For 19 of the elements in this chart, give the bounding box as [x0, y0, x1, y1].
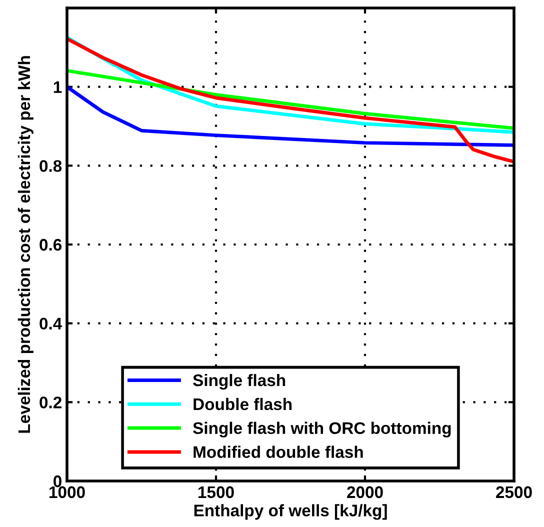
y-tick-label: 0 — [54, 475, 62, 488]
x-tick-label: 1000 — [50, 486, 85, 498]
legend-label: Single flash — [193, 374, 286, 390]
y-tick-label: 0.8 — [40, 160, 62, 172]
x-tick-label: 1500 — [198, 486, 234, 498]
y-tick-label: 1 — [54, 81, 62, 93]
y-tick-label: 0.4 — [40, 318, 62, 330]
line-series — [67, 37, 514, 164]
y-tick-label: 0.2 — [40, 396, 62, 408]
x-tick-label: 2500 — [496, 486, 532, 498]
legend-label: Modified double flash — [194, 446, 363, 458]
y-tick-label: 0.6 — [40, 238, 62, 251]
legend-label: Single flash with ORC bottoming — [193, 422, 451, 438]
legend-label: Double flash — [194, 398, 292, 410]
x-axis-title: Enthalpy of wells [kJ/kg] — [194, 504, 387, 520]
x-tick-label: 2000 — [347, 486, 383, 498]
line-series — [67, 85, 514, 147]
y-axis-title: Levelized production cost of electricity per kWh — [18, 56, 34, 433]
line-series — [67, 68, 514, 130]
